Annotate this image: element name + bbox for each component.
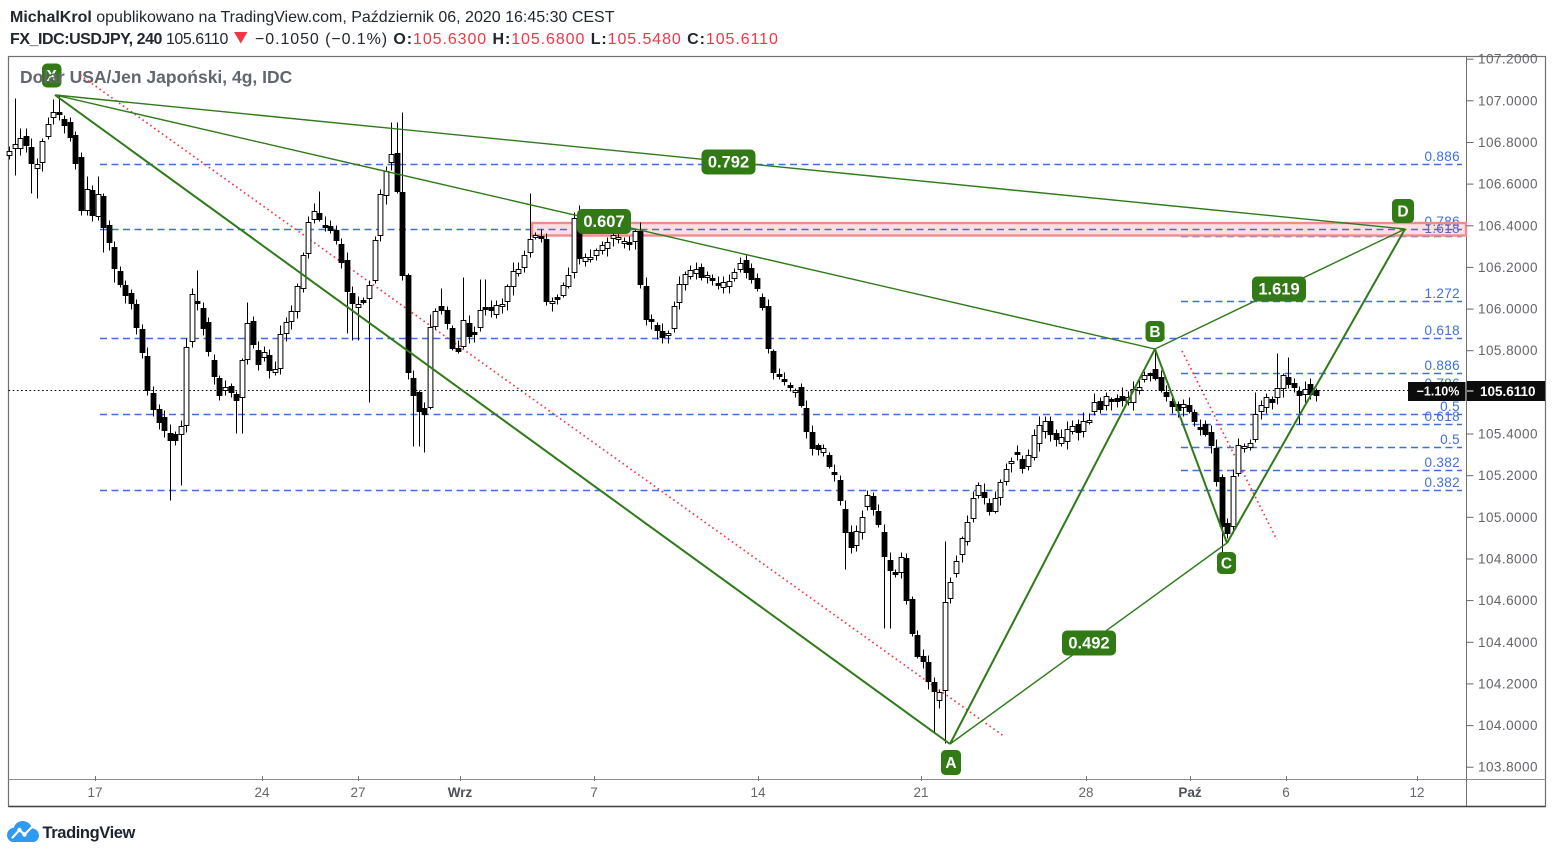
svg-text:28: 28 [1078, 785, 1093, 800]
svg-text:106.4000: 106.4000 [1478, 218, 1538, 233]
svg-text:0.618: 0.618 [1424, 323, 1460, 338]
svg-text:107.0000: 107.0000 [1478, 93, 1538, 108]
svg-text:106.6000: 106.6000 [1478, 177, 1538, 192]
svg-text:17: 17 [87, 785, 102, 800]
svg-text:6: 6 [1282, 785, 1290, 800]
svg-text:0.886: 0.886 [1424, 358, 1460, 373]
svg-text:105.6110: 105.6110 [1480, 384, 1536, 399]
svg-text:106.0000: 106.0000 [1478, 302, 1538, 317]
svg-text:103.8000: 103.8000 [1478, 760, 1538, 775]
svg-text:104.4000: 104.4000 [1478, 635, 1538, 650]
svg-text:0.5: 0.5 [1440, 432, 1460, 447]
svg-text:−1.10%: −1.10% [1417, 385, 1460, 399]
svg-text:0.792: 0.792 [708, 154, 749, 172]
svg-text:105.0000: 105.0000 [1478, 510, 1538, 525]
svg-text:TradingView: TradingView [43, 824, 136, 842]
svg-text:A: A [945, 755, 956, 772]
svg-text:X: X [47, 68, 58, 85]
svg-text:104.2000: 104.2000 [1478, 676, 1538, 691]
svg-text:104.8000: 104.8000 [1478, 552, 1538, 567]
svg-text:Dolar USA/Jen Japoński, 4g, ID: Dolar USA/Jen Japoński, 4g, IDC [20, 67, 293, 87]
svg-text:Wrz: Wrz [448, 785, 473, 800]
svg-text:105.2000: 105.2000 [1478, 468, 1538, 483]
svg-text:27: 27 [350, 785, 365, 800]
svg-text:B: B [1149, 324, 1160, 341]
svg-text:0.382: 0.382 [1424, 475, 1460, 490]
svg-text:0.886: 0.886 [1424, 149, 1460, 164]
svg-text:0.786: 0.786 [1424, 214, 1460, 229]
svg-text:12: 12 [1409, 785, 1424, 800]
svg-text:FX_IDC:USDJPY, 240 105.6110: FX_IDC:USDJPY, 240 105.6110 [10, 31, 228, 48]
svg-text:0.607: 0.607 [583, 213, 624, 231]
svg-text:MichalKrol opublikowano na Tra: MichalKrol opublikowano na TradingView.c… [10, 9, 615, 26]
svg-text:0.5: 0.5 [1440, 399, 1460, 414]
svg-text:Paź: Paź [1178, 785, 1202, 800]
svg-text:106.8000: 106.8000 [1478, 135, 1538, 150]
svg-text:1.618: 1.618 [1424, 221, 1460, 236]
svg-text:0.382: 0.382 [1424, 455, 1460, 470]
svg-text:106.2000: 106.2000 [1478, 260, 1538, 275]
svg-text:C: C [1221, 556, 1232, 573]
svg-text:1.272: 1.272 [1424, 286, 1460, 301]
svg-text:0.492: 0.492 [1068, 635, 1109, 653]
svg-text:−0.1050 (−0.1%) O:105.6300 H:1: −0.1050 (−0.1%) O:105.6300 H:105.6800 L:… [255, 31, 779, 48]
svg-text:104.0000: 104.0000 [1478, 718, 1538, 733]
svg-text:1.619: 1.619 [1258, 281, 1299, 299]
svg-text:7: 7 [590, 785, 598, 800]
svg-text:D: D [1397, 204, 1408, 221]
svg-text:14: 14 [750, 785, 766, 800]
svg-text:105.8000: 105.8000 [1478, 343, 1538, 358]
svg-text:21: 21 [913, 785, 928, 800]
svg-text:104.6000: 104.6000 [1478, 593, 1538, 608]
svg-text:107.2000: 107.2000 [1478, 52, 1538, 67]
svg-text:105.4000: 105.4000 [1478, 427, 1538, 442]
svg-text:24: 24 [254, 785, 270, 800]
svg-text:0.618: 0.618 [1424, 409, 1460, 424]
